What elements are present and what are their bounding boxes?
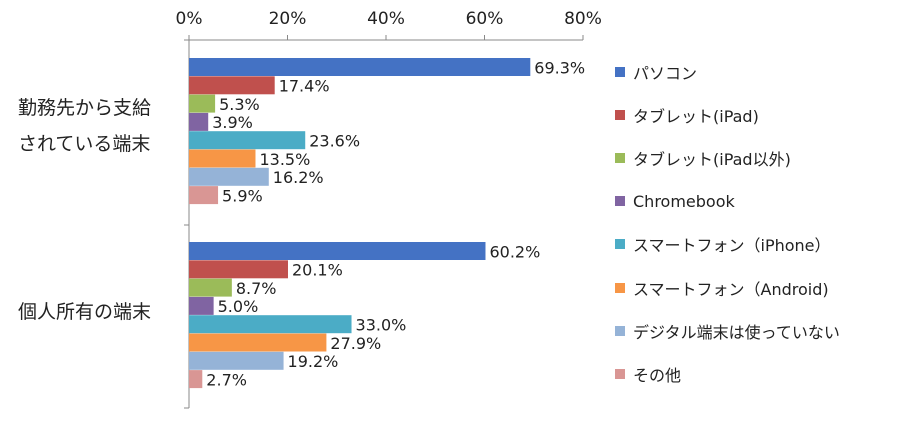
legend-label: Chromebook [633,191,735,211]
data-label: 2.7% [206,370,247,389]
bar [189,351,284,370]
legend-label: デジタル端末は使っていない [633,322,840,342]
legend-item: タブレット(iPad) [615,93,840,136]
bar [189,167,269,186]
x-tick-label: 40% [367,9,405,29]
legend-label: スマートフォン（Android) [633,279,829,299]
legend-item: タブレット(iPad以外) [615,136,840,179]
legend-swatch [615,325,625,336]
legend-label: タブレット(iPad) [633,106,759,126]
legend-label: パソコン [633,63,698,83]
data-label: 33.0% [356,316,407,335]
legend-swatch [615,282,625,293]
data-label: 19.2% [288,352,339,371]
x-tick-label: 20% [269,9,307,29]
x-tick-label: 0% [176,9,203,29]
bar [189,260,288,279]
bar [189,58,531,76]
bar [189,149,256,168]
category-label-personal-device: 個人所有の端末 [18,294,151,330]
legend-item: デジタル端末は使っていない [615,309,840,352]
bar [189,278,232,297]
legend-swatch [615,196,625,207]
bar [189,94,216,113]
x-tick-label: 80% [564,9,602,29]
legend-label: スマートフォン（iPhone） [633,236,831,256]
data-label: 20.1% [292,261,343,280]
bar [189,296,214,315]
data-label: 17.4% [279,77,330,96]
legend-swatch [615,109,625,120]
category-label-line: 個人所有の端末 [18,301,152,323]
data-label: 3.9% [212,113,253,132]
legend-swatch [615,239,625,250]
bar [189,333,327,352]
chart-legend: パソコンタブレット(iPad) タブレット(iPad以外) Chromebook スマ… [615,50,840,396]
legend-item: Chromebook [615,180,840,223]
category-label-company-device: 勤務先から支給 されている端末 [18,90,151,162]
bar [189,186,219,205]
legend-label: タブレット(iPad以外) [633,149,791,169]
data-label: 23.6% [309,132,360,151]
data-label: 69.3% [534,58,585,77]
bar [189,242,486,260]
data-label: 5.3% [219,95,260,114]
data-label: 27.9% [330,334,381,353]
bar [189,131,306,150]
legend-swatch [615,152,625,163]
legend-item: その他 [615,352,840,395]
legend-swatch [615,66,625,77]
data-label: 60.2% [489,242,540,261]
legend-swatch [615,368,625,379]
bar [189,76,275,95]
category-label-line: 勤務先から支給 [18,97,152,119]
legend-item: スマートフォン（Android) [615,266,840,309]
bar [189,370,203,389]
bar [189,315,352,334]
legend-item: スマートフォン（iPhone） [615,223,840,266]
data-label: 8.7% [236,279,277,298]
x-tick-label: 60% [466,9,504,29]
legend-label: その他 [633,365,682,385]
data-label: 5.9% [222,186,263,205]
legend-item: パソコン [615,50,840,93]
bar [189,112,209,131]
data-label: 5.0% [218,297,259,316]
category-label-line: されている端末 [18,133,151,155]
data-label: 16.2% [273,168,324,187]
data-label: 13.5% [259,150,310,169]
